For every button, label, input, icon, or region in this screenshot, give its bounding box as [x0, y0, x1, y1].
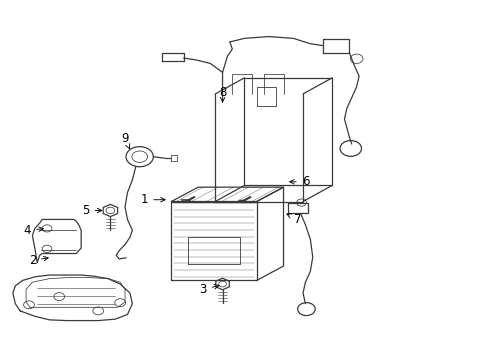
Text: 9: 9 — [121, 132, 129, 149]
Text: 1: 1 — [141, 193, 165, 206]
Text: 6: 6 — [289, 175, 308, 188]
Text: 3: 3 — [199, 283, 219, 296]
Text: 8: 8 — [219, 86, 226, 102]
Text: 4: 4 — [24, 224, 43, 237]
Text: 7: 7 — [286, 213, 301, 226]
Text: 5: 5 — [82, 204, 102, 217]
Text: 2: 2 — [29, 254, 48, 267]
